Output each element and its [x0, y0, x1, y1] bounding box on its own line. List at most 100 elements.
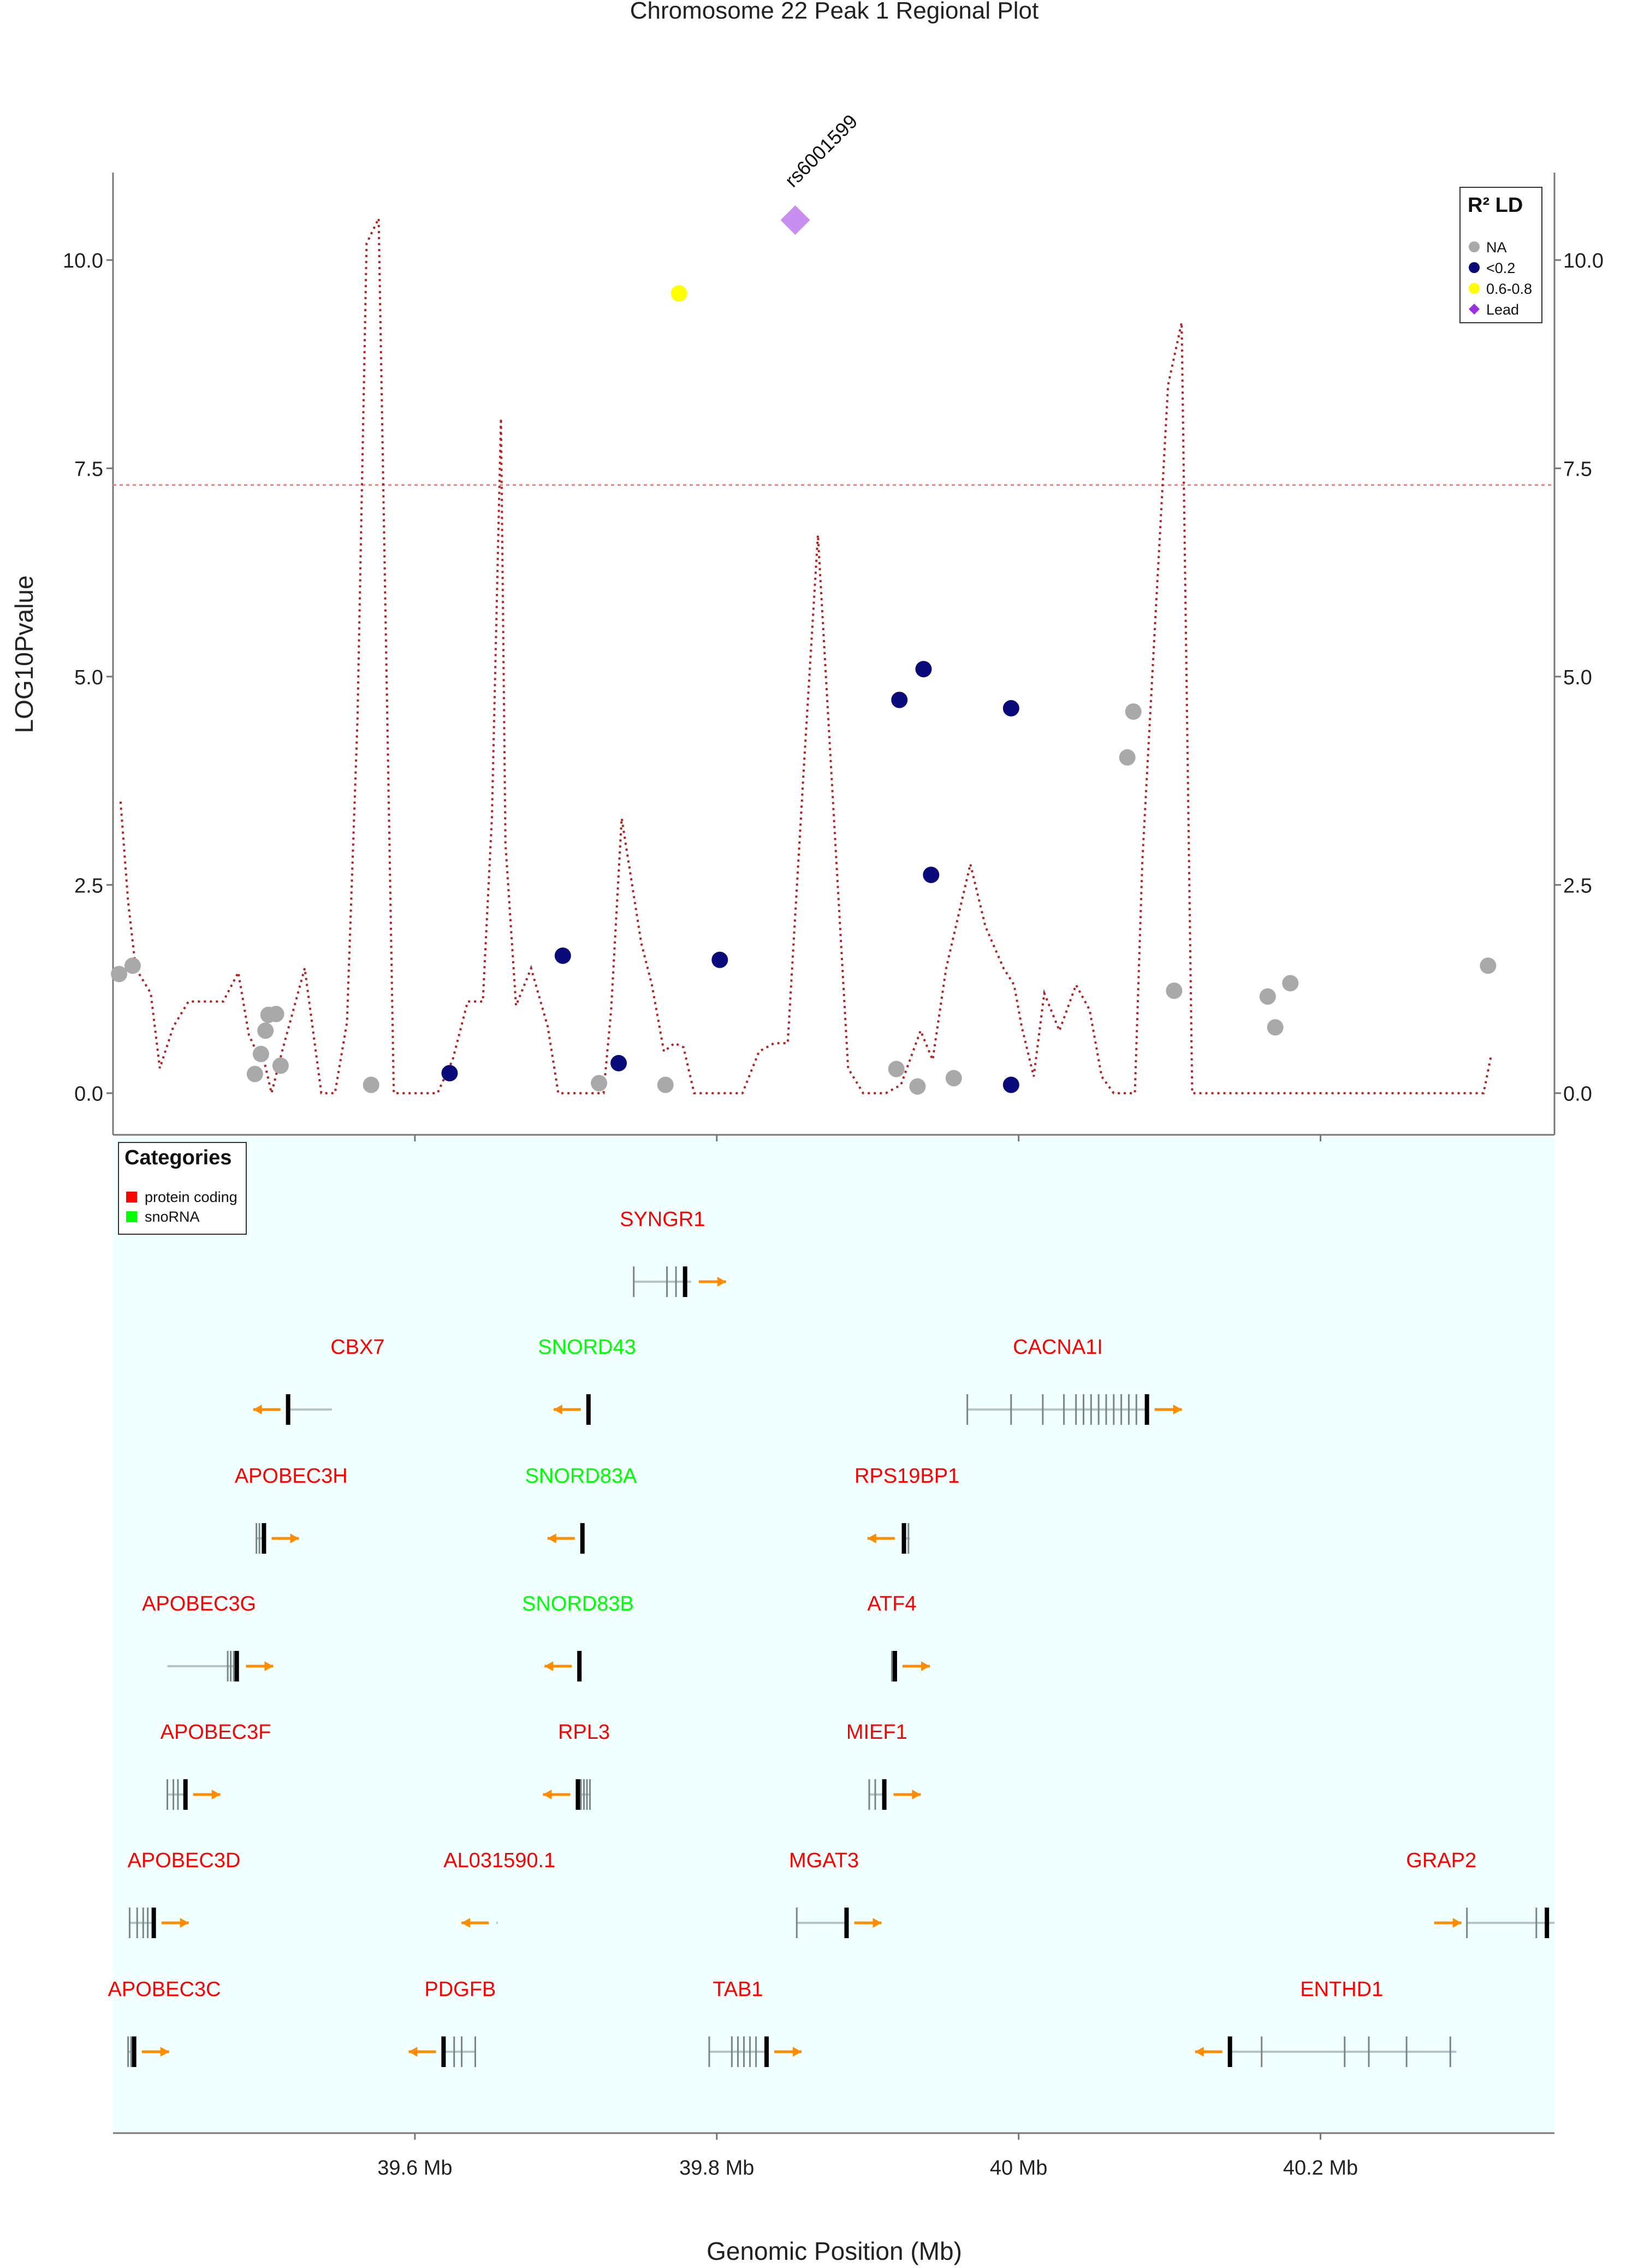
snp-point: [923, 867, 940, 884]
gene-name-label: RPL3: [558, 1721, 610, 1744]
gene-name-label: RPS19BP1: [854, 1465, 959, 1488]
gene-tab1: TAB1: [708, 1978, 802, 2067]
snp-point: [657, 1076, 674, 1093]
gene-name-label: CACNA1I: [1013, 1336, 1103, 1359]
gene-cacna1i: CACNA1I: [966, 1336, 1182, 1425]
categories-legend-title: Categories: [124, 1146, 232, 1169]
gene-name-label: TAB1: [713, 1978, 763, 2001]
snp-point: [1480, 957, 1497, 974]
strand-arrow-head: [873, 1918, 882, 1928]
gene-name-label: APOBEC3G: [142, 1592, 256, 1615]
categories-legend: Categories protein coding snoRNA: [118, 1142, 247, 1235]
gene-name-label: ATF4: [867, 1592, 916, 1615]
gene-snord43: SNORD43: [538, 1336, 636, 1425]
strand-arrow-head: [1195, 2047, 1204, 2057]
gene-apobec3c: APOBEC3C: [108, 1978, 221, 2067]
gene-name-label: SYNGR1: [620, 1208, 705, 1231]
y-tick-label-right: 10.0: [1563, 250, 1604, 273]
y-tick-label-right: 5.0: [1563, 666, 1592, 689]
snp-point: [1282, 975, 1299, 992]
snp-point: [554, 948, 571, 964]
strand-arrow-head: [211, 1790, 221, 1799]
strand-arrow-head: [544, 1661, 554, 1671]
gene-name-label: SNORD83B: [522, 1592, 634, 1615]
recombination-rate-line: [119, 218, 1492, 1094]
gene-grap2: GRAP2: [1406, 1849, 1554, 1938]
snp-point: [1119, 749, 1136, 766]
gene-cbx7: CBX7: [253, 1336, 384, 1425]
strand-arrow-head: [553, 1405, 562, 1414]
y-tick-label-left: 10.0: [63, 250, 103, 273]
snp-point: [1125, 703, 1142, 720]
gene-name-label: APOBEC3D: [127, 1849, 240, 1872]
strand-arrow-head: [1452, 1918, 1462, 1928]
snp-point: [111, 966, 128, 982]
strand-arrow-head: [792, 2047, 802, 2057]
snp-point: [252, 1046, 269, 1063]
snp-point: [915, 661, 932, 678]
gene-rpl3: RPL3: [543, 1721, 610, 1810]
gene-name-label: CBX7: [330, 1336, 384, 1359]
snp-point: [945, 1070, 962, 1087]
gene-mgat3: MGAT3: [789, 1849, 882, 1938]
strand-arrow-head: [160, 2047, 169, 2057]
y-tick-label-left: 2.5: [74, 874, 103, 897]
x-tick-label: 40 Mb: [990, 2157, 1048, 2180]
strand-arrow-head: [717, 1277, 726, 1287]
ld-legend-marker: [1469, 241, 1480, 252]
snp-point: [268, 1005, 284, 1022]
snp-point: [888, 1061, 905, 1077]
snp-point: [363, 1076, 379, 1093]
gene-name-label: APOBEC3H: [235, 1465, 348, 1488]
snp-point: [711, 951, 728, 968]
y-tick-label-right: 2.5: [1563, 874, 1592, 897]
strand-arrow-head: [921, 1661, 930, 1671]
category-legend-label: protein coding: [145, 1189, 238, 1205]
ld-legend-marker: [1469, 262, 1480, 273]
strand-arrow-head: [461, 1918, 471, 1928]
strand-arrow-head: [408, 2047, 418, 2057]
y-tick-label-left: 7.5: [74, 458, 103, 481]
gene-name-label: PDGFB: [424, 1978, 496, 2001]
category-legend-label: snoRNA: [145, 1209, 200, 1225]
ld-legend-marker: [1469, 304, 1480, 315]
strand-arrow-head: [867, 1533, 876, 1543]
ld-legend-label: NA: [1486, 239, 1507, 256]
snp-point: [124, 957, 141, 974]
gene-al031590-1: AL031590.1: [443, 1849, 555, 1928]
x-axis-label: Genomic Position (Mb): [707, 2237, 962, 2265]
gene-apobec3h: APOBEC3H: [235, 1465, 348, 1554]
gene-name-label: AL031590.1: [443, 1849, 555, 1872]
categories-legend-box: [118, 1142, 247, 1235]
gene-name-label: MIEF1: [846, 1721, 907, 1744]
snp-point: [441, 1065, 458, 1082]
ld-legend-title: R² LD: [1468, 194, 1523, 217]
strand-arrow-head: [264, 1661, 274, 1671]
gene-pdgfb: PDGFB: [408, 1978, 496, 2067]
snp-point: [1166, 982, 1183, 999]
snp-point: [909, 1078, 926, 1095]
gene-rps19bp1: RPS19BP1: [854, 1465, 959, 1554]
ld-legend-label: <0.2: [1486, 260, 1515, 276]
strand-arrow-head: [253, 1405, 262, 1414]
gene-snord83a: SNORD83A: [525, 1465, 637, 1554]
y-axis-label: LOG10Pvalue: [10, 576, 38, 733]
gene-name-label: ENTHD1: [1300, 1978, 1383, 2001]
gene-snord83b: SNORD83B: [522, 1592, 634, 1681]
strand-arrow-head: [1173, 1405, 1182, 1414]
gene-apobec3d: APOBEC3D: [127, 1849, 240, 1938]
ld-legend-box: [1459, 187, 1542, 323]
y-tick-label-left: 0.0: [74, 1083, 103, 1106]
snp-point: [610, 1055, 627, 1071]
x-tick-label: 40.2 Mb: [1283, 2157, 1358, 2180]
snp-point: [670, 285, 687, 302]
strand-arrow-head: [180, 1918, 189, 1928]
gene-track-panel: SYNGR1 CBX7 SNORD43 CACNA1I APOBEC3H SNORD83A…: [108, 1208, 1554, 2067]
snp-point: [1259, 988, 1276, 1005]
x-tick-label: 39.8 Mb: [679, 2157, 754, 2180]
snp-point: [1002, 700, 1019, 716]
snp-point: [272, 1057, 289, 1074]
strand-arrow-head: [543, 1790, 552, 1799]
